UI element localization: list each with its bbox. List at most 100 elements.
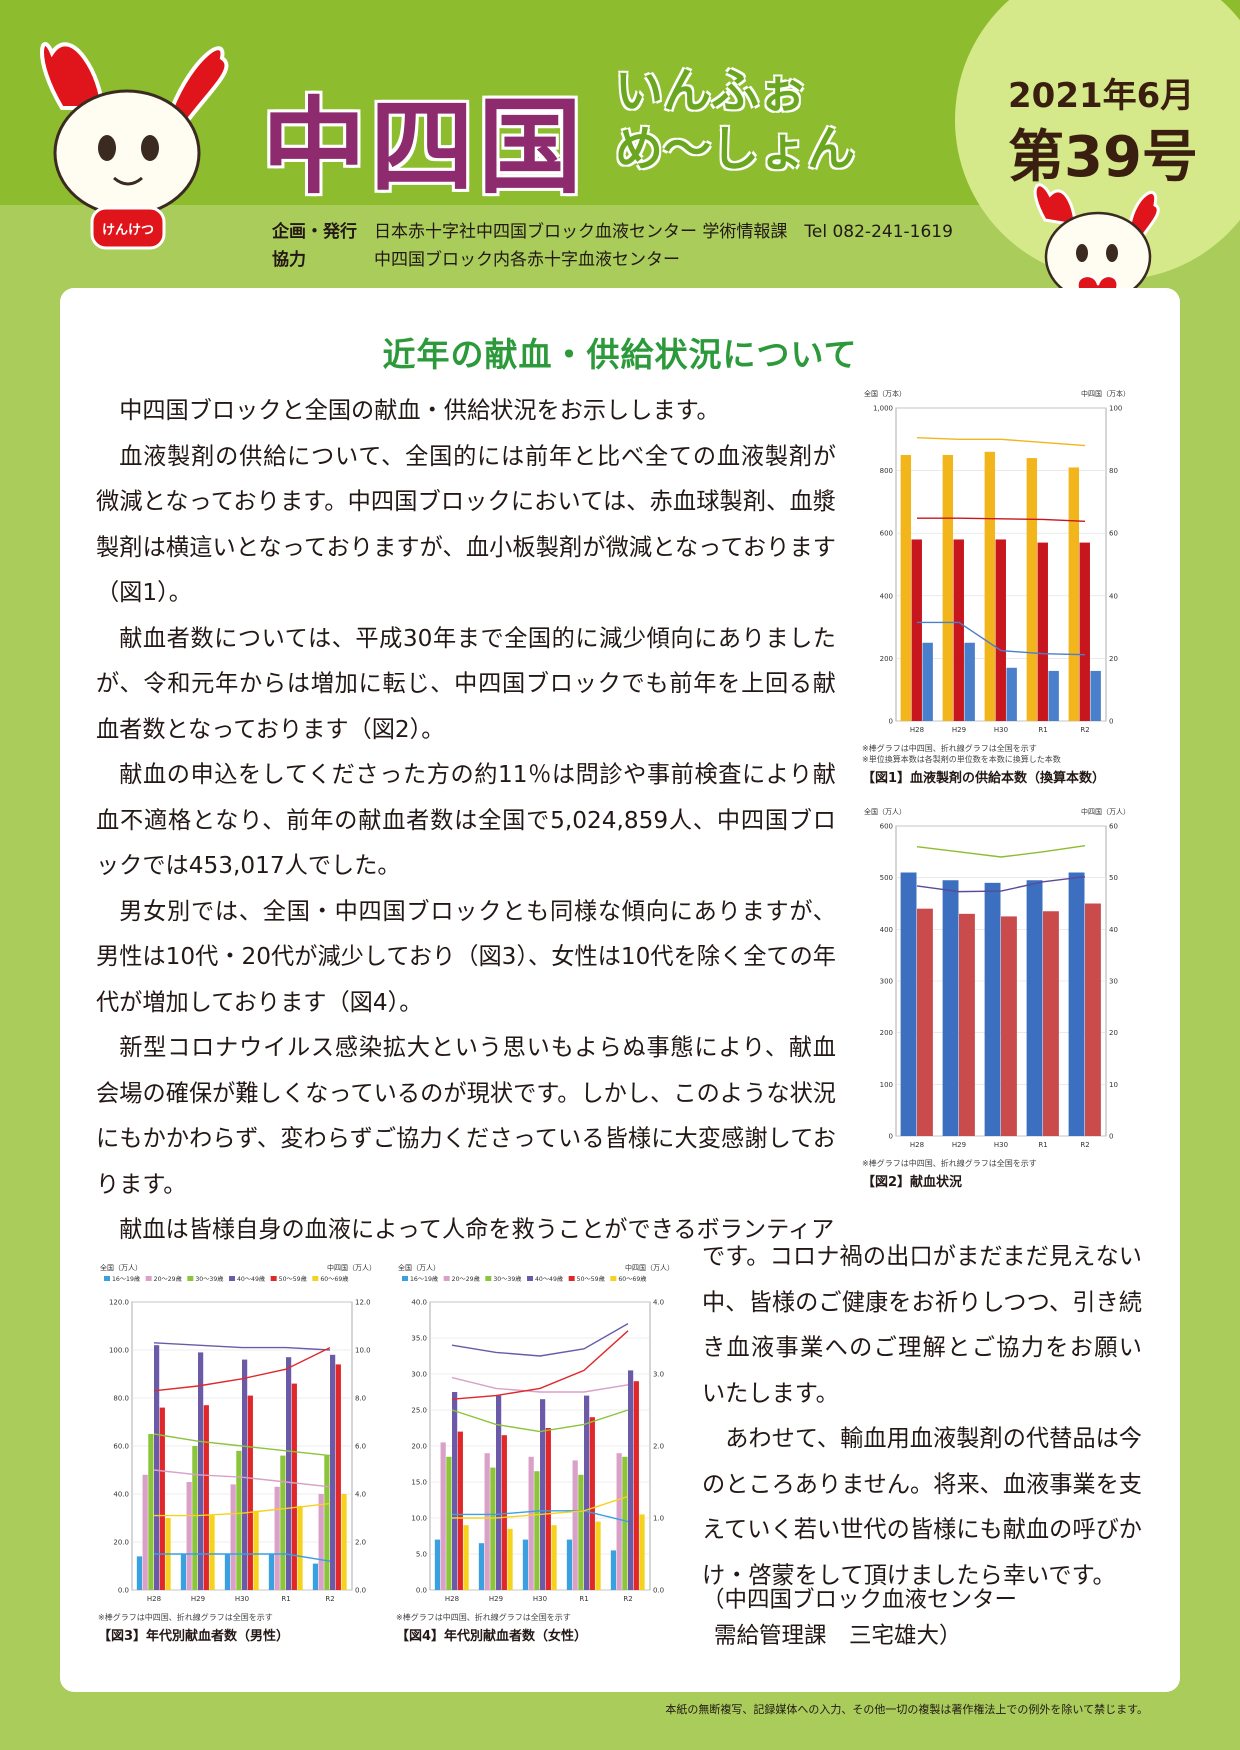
legend-swatch xyxy=(610,1276,617,1281)
issue-date: 2021年6月 xyxy=(1008,76,1195,116)
left-tick-label: 0 xyxy=(889,1133,893,1141)
bar xyxy=(1068,467,1080,721)
left-tick-label: 100.0 xyxy=(109,1347,129,1355)
left-axis-label: 全国（万人） xyxy=(100,1263,142,1272)
bar xyxy=(984,882,1001,1136)
category-label: H28 xyxy=(445,1595,459,1603)
left-axis-label: 全国（万人） xyxy=(864,807,906,816)
bar xyxy=(922,642,933,721)
bar xyxy=(595,1521,601,1590)
legend-swatch xyxy=(187,1276,194,1281)
bar xyxy=(917,908,933,1136)
bar xyxy=(1068,872,1085,1136)
right-tick-label: 8.0 xyxy=(355,1395,366,1403)
category-label: R1 xyxy=(579,1595,588,1603)
bar xyxy=(639,1514,645,1590)
bar xyxy=(1085,903,1101,1136)
figure-note: ※棒グラフは中四国、折れ線グラフは全国を示す xyxy=(396,1613,571,1622)
bar xyxy=(434,1539,441,1590)
legend-label: 16〜19歳 xyxy=(112,1275,140,1283)
figure-note: ※単位換算本数は各製剤の単位数を本数に換算した本数 xyxy=(862,755,1061,764)
bar xyxy=(457,1431,463,1590)
left-tick-label: 100 xyxy=(880,1081,893,1089)
right-axis-label: 中四国（万人） xyxy=(625,1263,674,1272)
subtitle-line-2: め〜しょん xyxy=(615,121,856,177)
bar xyxy=(236,1450,242,1590)
left-tick-label: 0.0 xyxy=(118,1587,129,1595)
right-tick-label: 30 xyxy=(1109,978,1118,986)
left-tick-label: 5.0 xyxy=(416,1551,427,1559)
bar xyxy=(440,1442,446,1590)
bar xyxy=(964,642,975,721)
bar xyxy=(159,1407,165,1590)
left-tick-label: 300 xyxy=(880,978,893,986)
bar xyxy=(540,1399,546,1590)
newsletter-title: 中四国 xyxy=(260,85,587,210)
bar xyxy=(142,1474,148,1590)
right-tick-label: 40 xyxy=(1109,592,1118,600)
left-tick-label: 200 xyxy=(880,1029,893,1037)
series-line xyxy=(916,844,1086,858)
right-tick-label: 2.0 xyxy=(653,1443,664,1451)
figure-caption: 【図3】年代別献血者数（男性） xyxy=(98,1629,290,1644)
figure-caption: 【図2】献血状況 xyxy=(862,1175,963,1190)
publisher-key: 企画・発行 xyxy=(272,222,357,242)
category-label: R1 xyxy=(281,1595,290,1603)
category-label: H29 xyxy=(489,1595,503,1603)
series-line xyxy=(451,1409,629,1433)
bar xyxy=(136,1556,143,1590)
cooperation-key: 協力 xyxy=(272,250,306,270)
figure-note: ※棒グラフは中四国、折れ線グラフは全国を示す xyxy=(862,1159,1037,1168)
article-body-continued: です。コロナ禍の出口がまだまだ見えない中、皆様のご健康をお祈りしつつ、引き続き血… xyxy=(702,1234,1142,1598)
category-label: H29 xyxy=(952,1141,966,1149)
newsletter-subtitle: いんふぉ め〜しょん xyxy=(615,62,975,178)
bar xyxy=(496,1395,502,1590)
right-tick-label: 4.0 xyxy=(653,1299,664,1307)
paragraph: 献血の申込をしてくださった方の約11％は問診や事前検査により献血不適格となり、前… xyxy=(96,761,836,879)
bar xyxy=(528,1456,534,1590)
legend-swatch xyxy=(145,1276,152,1281)
bar xyxy=(984,451,996,721)
series-line xyxy=(154,1553,331,1562)
category-label: H28 xyxy=(147,1595,161,1603)
legend-swatch xyxy=(443,1276,450,1281)
series-line xyxy=(452,1510,629,1523)
legend-swatch xyxy=(402,1276,408,1281)
right-tick-label: 0 xyxy=(1109,1133,1113,1141)
bar xyxy=(274,1486,280,1590)
legend-label: 60〜69歳 xyxy=(618,1275,646,1283)
legend-label: 50〜59歳 xyxy=(279,1275,307,1283)
mascot-icon: けんけつ xyxy=(40,42,229,250)
right-tick-label: 10 xyxy=(1109,1081,1118,1089)
figure-note: ※棒グラフは中四国、折れ線グラフは全国を示す xyxy=(862,744,1037,753)
bar xyxy=(1006,667,1017,721)
bar xyxy=(253,1510,259,1590)
category-label: H30 xyxy=(235,1595,249,1603)
legend-label: 30〜39歳 xyxy=(493,1275,521,1283)
left-tick-label: 30.0 xyxy=(411,1371,427,1379)
left-tick-label: 400 xyxy=(880,592,893,600)
bar xyxy=(953,539,964,721)
left-tick-label: 800 xyxy=(880,467,893,475)
left-tick-label: 200 xyxy=(880,655,893,663)
series-line xyxy=(153,1346,331,1392)
bar xyxy=(1048,670,1059,721)
series-line xyxy=(153,1342,331,1351)
left-axis-label: 全国（万本） xyxy=(864,389,906,398)
category-label: R1 xyxy=(1038,1141,1047,1149)
series-line xyxy=(451,1376,629,1393)
publisher-info: 企画・発行 日本赤十字社中四国ブロック血液センター 学術情報課 Tel 082-2… xyxy=(272,218,953,274)
copyright-notice: 本紙の無断複写、記録媒体への入力、その他一切の複製は著作権法上での例外を除いて禁… xyxy=(665,1703,1148,1716)
bar xyxy=(995,539,1006,721)
bar xyxy=(268,1554,275,1590)
left-tick-label: 25.0 xyxy=(411,1407,427,1415)
series-line xyxy=(917,517,1086,523)
bar xyxy=(490,1467,496,1590)
figure-4: 全国（万人） 中四国（万人） 16〜19歳 20〜29歳 30〜39歳 40〜49歳 50〜… xyxy=(396,1262,676,1644)
category-label: H28 xyxy=(910,726,924,734)
bar xyxy=(224,1554,231,1590)
right-tick-label: 12.0 xyxy=(355,1299,371,1307)
left-axis-label: 全国（万人） xyxy=(398,1263,440,1272)
right-tick-label: 20 xyxy=(1109,1029,1118,1037)
legend-swatch xyxy=(229,1276,235,1281)
